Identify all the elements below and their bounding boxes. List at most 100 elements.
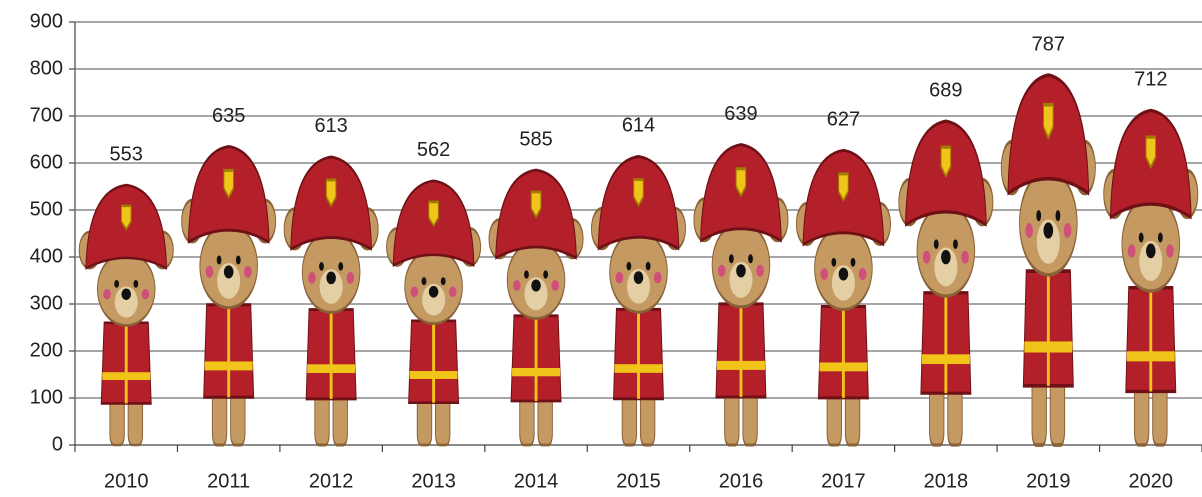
- bear-nose: [326, 271, 336, 285]
- value-label: 787: [1032, 33, 1065, 55]
- bear-eye: [524, 270, 529, 279]
- bear-badge: [735, 167, 747, 198]
- bar: [693, 143, 789, 447]
- bear-cheek: [1127, 244, 1136, 258]
- bear-cheek: [308, 272, 316, 284]
- bear-eye: [1157, 232, 1163, 243]
- bear-cheek: [1063, 223, 1072, 238]
- bear-muzzle: [1139, 240, 1163, 282]
- bear-eye: [319, 262, 324, 271]
- bar: [78, 183, 174, 447]
- bear-muzzle: [1036, 219, 1060, 264]
- bear-badge: [940, 145, 952, 179]
- bear-cheek: [141, 289, 150, 300]
- bar: [898, 119, 994, 447]
- x-tick-label: 2013: [411, 470, 456, 492]
- x-tick-label: 2012: [309, 470, 354, 492]
- bear-eye: [1055, 210, 1061, 222]
- value-label: 712: [1134, 69, 1167, 91]
- bear-cheek: [615, 271, 624, 284]
- bear-eye: [626, 261, 632, 271]
- value-label: 562: [417, 139, 450, 161]
- y-tick-label: 900: [30, 10, 63, 32]
- bear-muzzle: [114, 286, 138, 318]
- bear-coat-zip: [1046, 271, 1050, 386]
- bar: [386, 179, 482, 447]
- bear-eye: [850, 257, 856, 267]
- bear-nose: [941, 250, 951, 265]
- bar: [181, 145, 277, 447]
- bear-cheek: [448, 286, 457, 298]
- bear-cheek: [1166, 244, 1174, 258]
- value-label: 553: [110, 143, 143, 165]
- bear-eye: [831, 257, 837, 267]
- bear-coat-zip: [739, 303, 743, 397]
- bear-nose: [633, 271, 644, 284]
- value-label: 613: [314, 115, 347, 137]
- bear-muzzle: [934, 247, 958, 287]
- bear-nose: [1145, 243, 1156, 259]
- x-tick-label: 2010: [104, 470, 149, 492]
- bear-cheek: [103, 289, 111, 300]
- bear-coat-zip: [124, 322, 128, 404]
- y-tick-label: 700: [30, 104, 63, 126]
- bar: [1103, 108, 1199, 447]
- bear-cheek: [513, 280, 521, 292]
- bear-eye: [1036, 210, 1042, 222]
- bear-eye: [543, 270, 549, 279]
- bear-badge: [1043, 102, 1054, 141]
- bear-cheek: [756, 264, 764, 277]
- bear-cheek: [1025, 223, 1033, 238]
- bear-eye: [133, 279, 139, 288]
- bear-cheek: [858, 268, 867, 280]
- y-tick-label: 500: [30, 198, 63, 220]
- bar: [795, 148, 891, 447]
- bear-coat-zip: [944, 292, 948, 394]
- x-tick-label: 2015: [616, 470, 661, 492]
- bear-coat-zip: [841, 306, 845, 398]
- bear-cheek: [205, 265, 214, 278]
- bar: [1000, 73, 1096, 447]
- bear-nose: [121, 288, 132, 300]
- bear-badge: [120, 204, 132, 231]
- bear-coat-zip: [329, 309, 333, 399]
- bear-eye: [953, 239, 958, 250]
- bear-coat-zip: [227, 304, 231, 398]
- bear-nose: [838, 267, 849, 281]
- bear-eye: [645, 261, 651, 271]
- value-label: 585: [519, 128, 552, 150]
- bear-muzzle: [217, 262, 241, 299]
- bear-cheek: [961, 250, 969, 264]
- bear-nose: [428, 285, 439, 298]
- bear-cheek: [244, 265, 252, 278]
- bear-eye: [114, 279, 120, 288]
- bear-muzzle: [319, 269, 343, 304]
- bar: [283, 155, 379, 447]
- bear-eye: [421, 277, 427, 286]
- y-tick-label: 300: [30, 292, 63, 314]
- bear-eye: [216, 255, 222, 265]
- bar: [488, 168, 584, 447]
- value-label: 614: [622, 115, 655, 137]
- bear-cheek: [551, 280, 560, 292]
- bear-badge: [838, 172, 849, 203]
- value-label: 689: [929, 79, 962, 101]
- bear-muzzle: [626, 268, 651, 304]
- bear-badge: [633, 178, 644, 208]
- bear-cheek: [346, 272, 355, 284]
- x-tick-label: 2017: [821, 470, 866, 492]
- bear-badge: [223, 168, 234, 200]
- y-tick-label: 100: [30, 386, 63, 408]
- bear-eye: [748, 254, 753, 264]
- value-label: 627: [827, 109, 860, 131]
- bear-cheek: [410, 286, 419, 298]
- x-tick-label: 2011: [207, 470, 250, 492]
- bear-coat-zip: [534, 315, 538, 402]
- bear-cheek: [820, 268, 829, 280]
- bear-nose: [1043, 222, 1054, 239]
- y-tick-label: 600: [30, 151, 63, 173]
- bear-muzzle: [422, 283, 446, 316]
- y-tick-label: 200: [30, 339, 63, 361]
- x-tick-label: 2019: [1026, 470, 1071, 492]
- value-label: 635: [212, 105, 245, 127]
